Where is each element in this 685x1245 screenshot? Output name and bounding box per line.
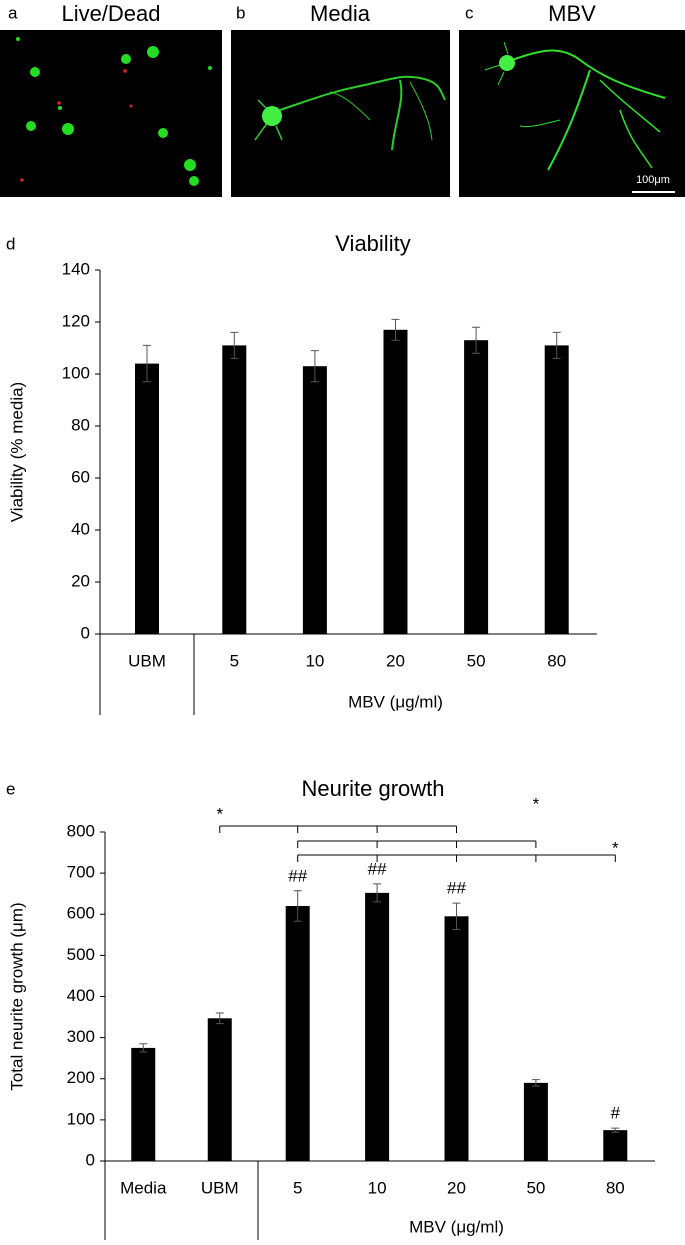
y-tick-label: 40 — [71, 519, 90, 538]
significance-mark: ## — [368, 859, 387, 878]
error-bar — [472, 326, 481, 354]
bar — [135, 363, 159, 634]
bar — [222, 345, 247, 634]
error-bar — [531, 1079, 540, 1087]
y-tick-label: 400 — [67, 986, 95, 1005]
micrograph-b — [231, 30, 450, 197]
bar — [544, 345, 569, 634]
bar — [523, 1082, 548, 1161]
x-tick-label: 5 — [293, 1178, 302, 1197]
x-tick-label: 20 — [386, 651, 405, 670]
y-tick-label: 100 — [67, 1109, 95, 1128]
x-tick-label: 10 — [368, 1178, 387, 1197]
y-tick-label: 700 — [67, 863, 95, 882]
chart-title: Viability — [335, 231, 410, 256]
y-tick-label: 500 — [67, 945, 95, 964]
micrograph-c: 100μm — [459, 30, 685, 197]
bar — [383, 329, 408, 634]
error-bar — [611, 1127, 620, 1133]
bar — [302, 366, 327, 634]
y-tick-label: 100 — [62, 363, 90, 382]
panel-label: a — [8, 3, 18, 22]
x-tick-label: 80 — [547, 651, 566, 670]
bar — [444, 916, 469, 1161]
panel-label: d — [6, 234, 15, 253]
panel-title: Media — [310, 1, 371, 26]
significance-mark: # — [611, 1104, 621, 1123]
y-tick-label: 0 — [81, 623, 90, 642]
bar — [365, 892, 390, 1161]
error-bar — [293, 890, 302, 922]
x-tick-label: Media — [120, 1178, 167, 1197]
y-tick-label: 800 — [67, 821, 95, 840]
error-bar — [552, 331, 561, 359]
x-tick-label: UBM — [201, 1178, 239, 1197]
x-tick-label: 50 — [526, 1178, 545, 1197]
y-tick-label: 300 — [67, 1027, 95, 1046]
x-tick-label: 80 — [606, 1178, 625, 1197]
panel-label: c — [465, 3, 474, 22]
y-tick-label: 140 — [62, 259, 90, 278]
y-tick-label: 60 — [71, 467, 90, 486]
y-tick-label: 120 — [62, 311, 90, 330]
bar — [603, 1130, 628, 1161]
error-bar — [310, 350, 319, 383]
y-tick-label: 200 — [67, 1068, 95, 1087]
x-tick-label: 10 — [305, 651, 324, 670]
error-bar — [373, 883, 382, 903]
error-bar — [215, 1012, 224, 1025]
comparison-bracket — [297, 854, 616, 862]
significance-mark: ## — [447, 879, 466, 898]
error-bar — [143, 344, 151, 383]
y-axis-label: Total neurite growth (μm) — [7, 902, 26, 1090]
x-tick-label: 5 — [230, 651, 239, 670]
comparison-star: * — [216, 804, 223, 823]
error-bar — [391, 318, 400, 341]
error-bar — [452, 902, 461, 930]
panel-title: Live/Dead — [61, 1, 160, 26]
x-tick-label: 50 — [467, 651, 486, 670]
chart-title: Neurite growth — [301, 776, 444, 801]
x-group-label: MBV (μg/ml) — [348, 692, 443, 711]
comparison-star: * — [533, 794, 540, 813]
bar — [464, 340, 489, 634]
bar — [131, 1047, 156, 1161]
y-tick-label: 0 — [86, 1150, 95, 1169]
panel-title: MBV — [548, 1, 596, 26]
x-tick-label: UBM — [128, 651, 166, 670]
x-tick-label: 20 — [447, 1178, 466, 1197]
y-tick-label: 20 — [71, 571, 90, 590]
x-group-label: MBV (μg/ml) — [409, 1217, 504, 1236]
comparison-star: * — [612, 838, 619, 857]
y-tick-label: 80 — [71, 415, 90, 434]
y-tick-label: 600 — [67, 904, 95, 923]
significance-mark: ## — [288, 866, 307, 885]
bar — [207, 1018, 232, 1161]
panel-label: e — [6, 779, 15, 798]
y-axis-label: Viability (% media) — [7, 382, 26, 522]
panel-label: b — [236, 3, 245, 22]
bar — [285, 906, 310, 1161]
error-bar — [139, 1043, 148, 1053]
comparison-bracket — [297, 840, 537, 848]
error-bar — [230, 331, 239, 359]
micrograph-a — [0, 30, 222, 197]
comparison-bracket — [219, 825, 457, 833]
scale-bar-label: 100μm — [636, 174, 670, 186]
